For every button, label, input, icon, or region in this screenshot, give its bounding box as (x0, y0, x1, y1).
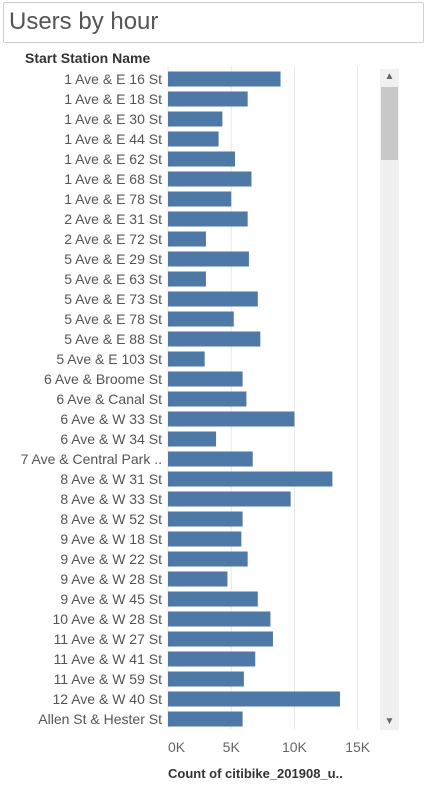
category-label: 5 Ave & E 73 St (64, 291, 162, 307)
row-header-label: Start Station Name (25, 50, 151, 66)
bar[interactable] (168, 231, 206, 247)
category-label: 5 Ave & E 103 St (56, 351, 162, 367)
bar[interactable] (168, 251, 249, 267)
x-tick-label: 0K (168, 739, 186, 755)
chevron-up-icon[interactable]: ▲ (384, 71, 395, 82)
bar[interactable] (168, 191, 232, 207)
bar[interactable] (168, 331, 261, 347)
category-label: 8 Ave & W 31 St (60, 471, 162, 487)
category-label: 1 Ave & E 44 St (64, 131, 162, 147)
category-label: 7 Ave & Central Park .. (21, 451, 162, 467)
bar[interactable] (168, 71, 281, 87)
bar[interactable] (168, 671, 244, 687)
category-label: 11 Ave & W 27 St (54, 631, 163, 647)
x-axis: 0K 5K 10K 15K (168, 739, 371, 755)
category-label: 1 Ave & E 16 St (64, 71, 162, 87)
bar[interactable] (168, 111, 223, 127)
bar[interactable] (168, 311, 234, 327)
vertical-scrollbar[interactable]: ▲ ▼ (380, 69, 399, 730)
category-label: 6 Ave & W 34 St (60, 431, 162, 447)
bar[interactable] (168, 591, 258, 607)
bar[interactable] (168, 571, 228, 587)
bar[interactable] (168, 491, 291, 507)
bar[interactable] (168, 391, 247, 407)
bar[interactable] (168, 691, 340, 707)
bar[interactable] (168, 551, 248, 567)
category-label: 8 Ave & W 52 St (60, 511, 162, 527)
bar[interactable] (168, 431, 217, 447)
category-label: 6 Ave & Canal St (56, 391, 162, 407)
category-label: 9 Ave & W 28 St (60, 571, 162, 587)
bar[interactable] (168, 131, 219, 147)
category-label: 5 Ave & E 78 St (64, 311, 162, 327)
bar[interactable] (168, 451, 253, 467)
x-tick-label: 15K (345, 739, 371, 755)
category-label: 1 Ave & E 68 St (64, 171, 162, 187)
category-label: 1 Ave & E 78 St (64, 191, 162, 207)
category-label: 9 Ave & W 18 St (60, 531, 162, 547)
category-label: 1 Ave & E 30 St (64, 111, 162, 127)
category-label: 2 Ave & E 31 St (64, 211, 162, 227)
bar[interactable] (168, 511, 243, 527)
bar-chart: 1 Ave & E 16 St 1 Ave & E 18 St 1 Ave & E … (21, 66, 359, 729)
category-label: 5 Ave & E 63 St (64, 271, 162, 287)
scroll-thumb[interactable] (381, 87, 398, 160)
bar[interactable] (168, 271, 206, 287)
category-label: 6 Ave & Broome St (44, 371, 162, 387)
x-tick-label: 10K (282, 739, 308, 755)
bar[interactable] (168, 351, 205, 367)
sheet-title-box: Users by hour (3, 2, 424, 43)
bar[interactable] (168, 711, 243, 727)
bar[interactable] (168, 171, 252, 187)
x-axis-title: Count of citibike_201908_u.. (168, 766, 343, 781)
category-label: 8 Ave & W 33 St (60, 491, 162, 507)
category-label: 9 Ave & W 22 St (60, 551, 162, 567)
x-tick-label: 5K (223, 739, 241, 755)
category-label: 5 Ave & E 88 St (64, 331, 162, 347)
bar[interactable] (168, 531, 242, 547)
category-label: Allen St & Hester St (38, 711, 162, 727)
category-label: 2 Ave & E 72 St (64, 231, 162, 247)
bar[interactable] (168, 411, 295, 427)
bar[interactable] (168, 151, 236, 167)
category-label: 6 Ave & W 33 St (60, 411, 162, 427)
category-label: 12 Ave & W 40 St (53, 691, 163, 707)
category-label: 1 Ave & E 18 St (64, 91, 162, 107)
chevron-down-icon[interactable]: ▼ (384, 716, 395, 727)
bar[interactable] (168, 211, 248, 227)
bar[interactable] (168, 91, 248, 107)
bar[interactable] (168, 651, 256, 667)
bar[interactable] (168, 611, 271, 627)
category-label: 5 Ave & E 29 St (64, 251, 162, 267)
category-label: 1 Ave & E 62 St (64, 151, 162, 167)
category-label: 10 Ave & W 28 St (53, 611, 163, 627)
category-label: 11 Ave & W 41 St (54, 651, 163, 667)
sheet-title: Users by hour (9, 8, 159, 35)
bar[interactable] (168, 471, 333, 487)
bar[interactable] (168, 371, 243, 387)
category-label: 11 Ave & W 59 St (54, 671, 163, 687)
bar[interactable] (168, 291, 258, 307)
bar[interactable] (168, 631, 273, 647)
category-label: 9 Ave & W 45 St (60, 591, 162, 607)
